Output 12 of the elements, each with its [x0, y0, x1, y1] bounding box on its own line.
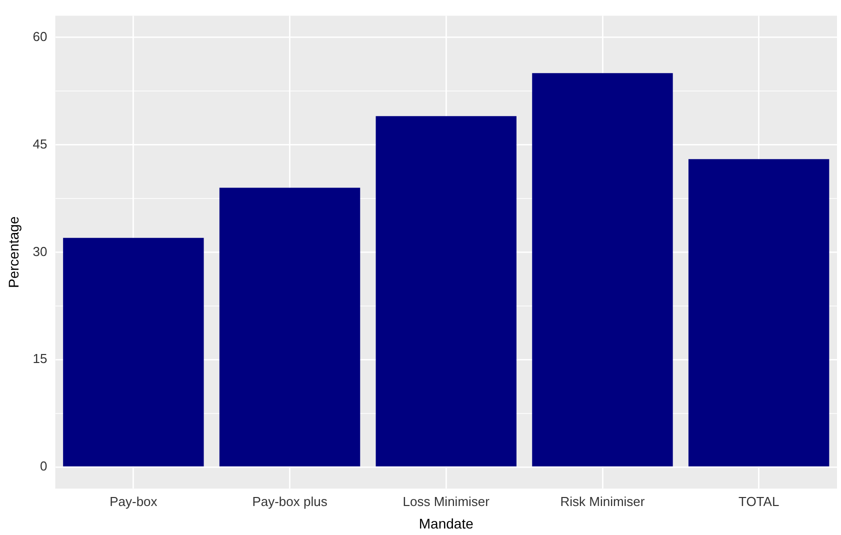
x-tick-label: Pay-box	[110, 494, 158, 509]
y-axis-title: Percentage	[5, 216, 22, 288]
y-tick-label: 30	[32, 244, 48, 259]
y-tick-label: 45	[32, 136, 48, 152]
y-tick-label: 0	[40, 458, 48, 474]
x-tick-label: Loss Minimiser	[402, 494, 490, 509]
x-tick-label: Pay-box plus	[252, 494, 328, 509]
x-tick-label: Risk Minimiser	[560, 494, 646, 509]
x-axis-title: Mandate	[418, 515, 474, 532]
y-tick-label: 15	[32, 351, 48, 366]
y-tick-label: 60	[32, 28, 48, 44]
x-tick-label: TOTAL	[738, 494, 780, 509]
